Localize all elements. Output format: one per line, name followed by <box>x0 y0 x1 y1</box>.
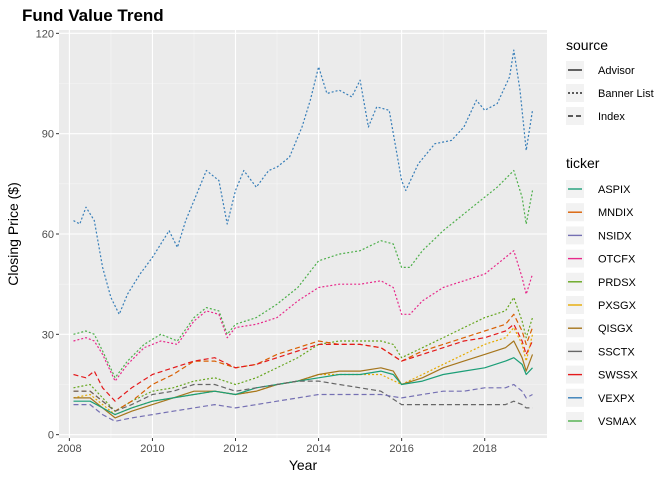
x-tick-label: 2008 <box>57 443 81 455</box>
x-tick-label: 2010 <box>140 443 164 455</box>
legend-key-bg <box>566 84 584 102</box>
legend-label-ticker: OTCFX <box>598 254 636 266</box>
legend-label-source: Advisor <box>598 65 635 77</box>
x-axis-title: Year <box>289 457 318 473</box>
legend: source Advisor Banner List Index ticker ASPIX… <box>566 37 654 430</box>
legend-label-ticker: QISGX <box>598 323 634 335</box>
y-tick-label: 90 <box>42 129 54 141</box>
legend-title-source: source <box>566 37 608 53</box>
series-line-swssx <box>73 323 534 402</box>
legend-label-ticker: PXSGX <box>598 300 637 312</box>
legend-label-ticker: ASPIX <box>598 184 631 196</box>
series-line-vexpx <box>73 49 534 315</box>
series-line-otcfx <box>73 250 534 382</box>
gridlines <box>59 30 547 438</box>
y-tick-label: 120 <box>36 28 54 40</box>
legend-title-ticker: ticker <box>566 155 600 171</box>
legend-label-ticker: PRDSX <box>598 277 637 289</box>
chart-title: Fund Value Trend <box>22 6 164 25</box>
x-tick-label: 2014 <box>306 443 330 455</box>
x-tick-label: 2016 <box>389 443 413 455</box>
series-line-nsidx <box>73 383 533 422</box>
series-line-ssctx <box>73 380 533 412</box>
axes: 2008 2010 2012 2014 2016 2018 0 30 60 90 120 <box>36 28 497 455</box>
series-line-qisgx <box>73 340 534 419</box>
legend-key-bg <box>566 107 584 125</box>
legend-label-source: Index <box>598 111 625 123</box>
y-tick-label: 60 <box>42 229 54 241</box>
series-line-vsmax <box>73 169 534 379</box>
legend-label-ticker: VSMAX <box>598 416 637 428</box>
series-line-aspix <box>73 357 533 416</box>
legend-label-source: Banner List <box>598 88 654 100</box>
x-tick-label: 2018 <box>472 443 496 455</box>
y-axis-title: Closing Price ($) <box>5 182 21 285</box>
x-tick-label: 2012 <box>223 443 247 455</box>
series-line-mndix <box>73 313 534 412</box>
legend-label-ticker: SSCTX <box>598 346 635 358</box>
legend-label-ticker: VEXPX <box>598 393 635 405</box>
y-tick-label: 0 <box>48 430 54 442</box>
legend-label-ticker: NSIDX <box>598 230 632 242</box>
legend-label-ticker: MNDIX <box>598 207 634 219</box>
y-tick-label: 30 <box>42 329 54 341</box>
series-lines <box>73 49 534 422</box>
legend-label-ticker: SWSSX <box>598 370 638 382</box>
